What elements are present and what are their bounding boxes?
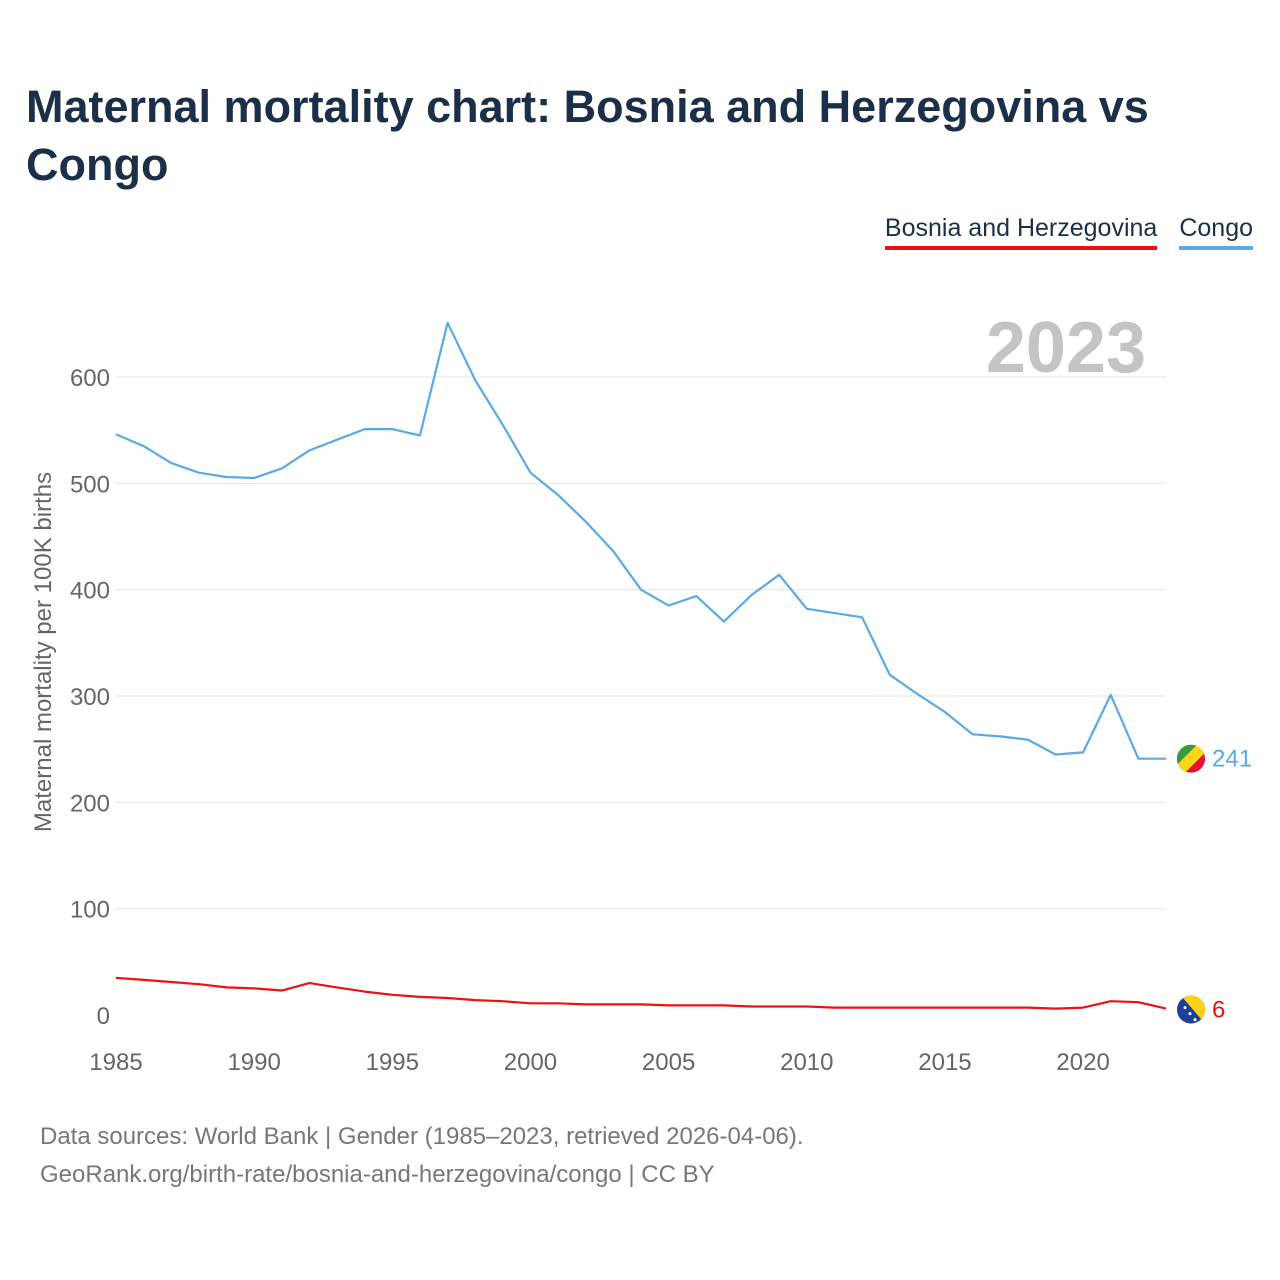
bosnia-flag-icon (1177, 995, 1205, 1024)
chart-title: Maternal mortality chart: Bosnia and Her… (26, 81, 1149, 190)
legend-swatch-bosnia (884, 246, 1158, 250)
footer-sources: Data sources: World Bank | Gender (1985–… (40, 1123, 804, 1150)
legend-item-congo[interactable]: Congo (1179, 214, 1253, 250)
year-watermark: 2023 (986, 308, 1146, 388)
x-tick-label-2005: 2005 (642, 1049, 695, 1076)
y-tick-label-300: 300 (70, 684, 110, 711)
y-axis-label: Maternal mortality per 100K births (30, 472, 57, 832)
legend-swatch-congo (1179, 246, 1253, 250)
x-tick-label-2010: 2010 (780, 1049, 833, 1076)
legend: Bosnia and Herzegovina Congo (884, 214, 1253, 250)
x-tick-label-1985: 1985 (89, 1049, 142, 1076)
x-tick-label-2000: 2000 (504, 1049, 557, 1076)
end-label-congo: 241 (1212, 746, 1252, 773)
end-label-bosnia: 6 (1212, 997, 1225, 1024)
congo-flag-icon (1177, 744, 1205, 773)
x-tick-label-2015: 2015 (918, 1049, 971, 1076)
series-line-congo (115, 321, 1166, 760)
x-tick-label-2020: 2020 (1056, 1049, 1109, 1076)
x-tick-label-1995: 1995 (366, 1049, 419, 1076)
legend-label-bosnia: Bosnia and Herzegovina (884, 214, 1158, 242)
y-tick-label-100: 100 (70, 897, 110, 924)
legend-label-congo: Congo (1179, 214, 1253, 242)
legend-item-bosnia[interactable]: Bosnia and Herzegovina (884, 214, 1158, 250)
y-tick-label-200: 200 (70, 790, 110, 817)
footer-url[interactable]: GeoRank.org/birth-rate/bosnia-and-herzeg… (40, 1161, 715, 1188)
y-tick-label-0: 0 (97, 1003, 110, 1030)
footer: Data sources: World Bank | Gender (1985–… (40, 1118, 804, 1194)
y-tick-label-600: 600 (70, 365, 110, 392)
x-tick-label-1990: 1990 (227, 1049, 280, 1076)
y-tick-label-400: 400 (70, 578, 110, 605)
series-line-bosnia (115, 976, 1167, 1010)
y-tick-label-500: 500 (70, 471, 110, 498)
